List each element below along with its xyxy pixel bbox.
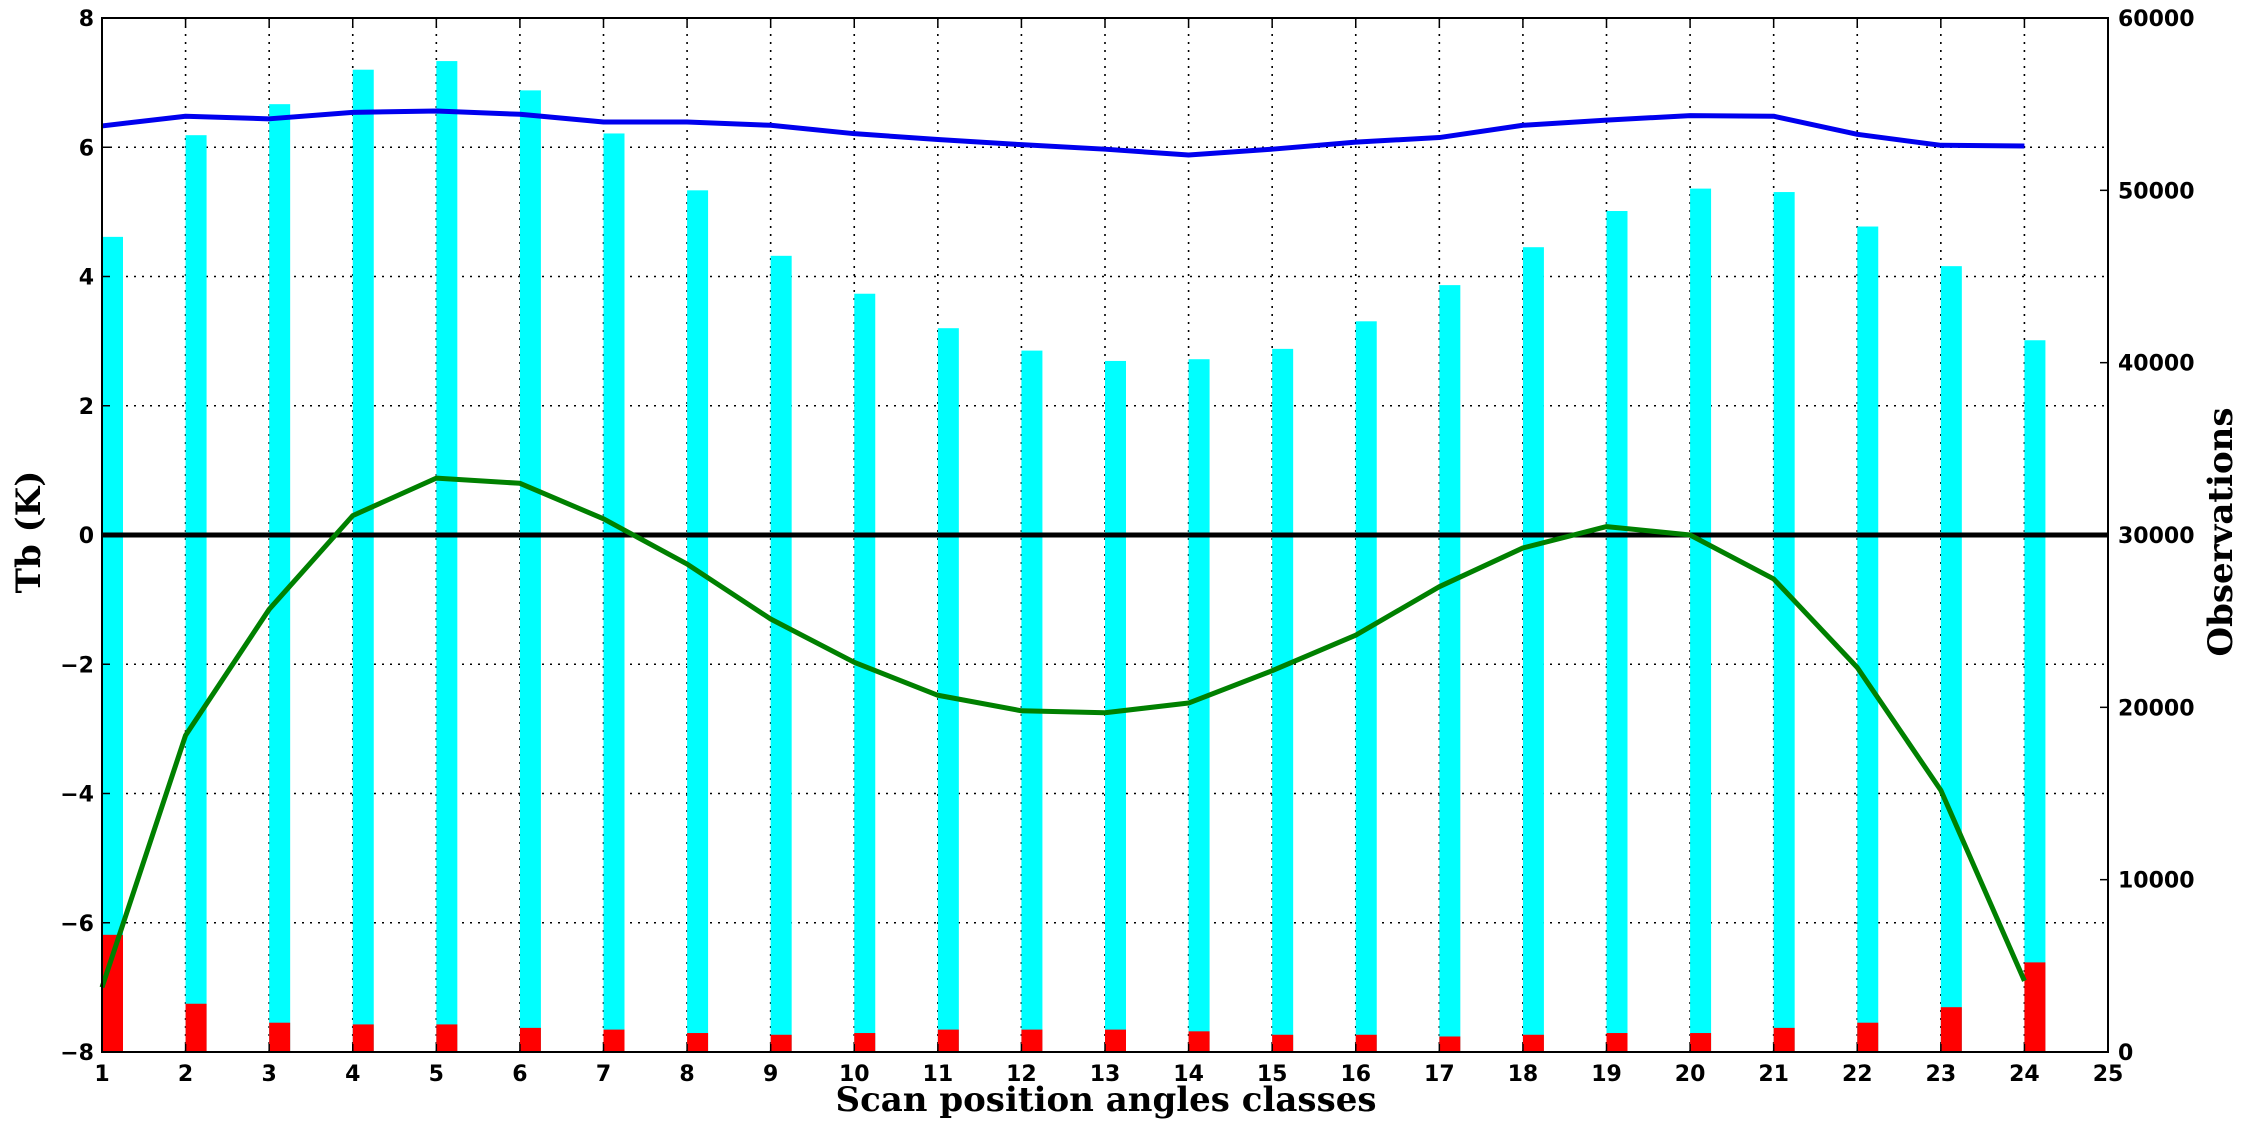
observations-bar [770,255,792,1052]
observations-overlay-bar [436,1024,458,1052]
observations-bar [352,69,374,1052]
observations-bar [1439,285,1461,1052]
ticks-layer: 1 2 3 4 5 6 7 8 9 10 11 12 13 14 15 16 17 18 19 20 21 22 23 24 2… [60,7,2194,1087]
x-tick-label: 17 [1424,1062,1455,1087]
y-tick-label: 4 [79,266,94,291]
x-tick-label: 25 [2093,1062,2124,1087]
y-tick-label: 6 [79,136,94,161]
observations-bar [687,190,709,1053]
x-tick-label: 20 [1675,1062,1706,1087]
x-tick-label: 6 [512,1062,527,1087]
observations-bar [1021,350,1043,1052]
observations-bar [1355,321,1377,1053]
observations-overlay-bar [1522,1034,1544,1052]
y2-tick-label: 0 [2118,1041,2133,1066]
x-tick-label: 8 [679,1062,694,1087]
x-tick-label: 7 [596,1062,611,1087]
x-tick-label: 14 [1173,1062,1204,1087]
observations-bar [1773,192,1795,1053]
observations-overlay-bar [937,1029,959,1052]
observations-overlay-bar [1690,1033,1712,1052]
lines-layer [99,108,2027,989]
observations-overlay-bar [770,1034,792,1052]
bars-layer [102,61,2046,1053]
observations-overlay-bar [687,1033,709,1052]
blue-series-line [101,108,2025,158]
observations-overlay-bar [519,1027,541,1052]
observations-bar [1940,266,1962,1052]
x-tick-label: 10 [839,1062,870,1087]
y-tick-label: −6 [60,912,94,937]
observations-bar [603,133,625,1053]
x-tick-label: 11 [923,1062,954,1087]
x-tick-label: 19 [1591,1062,1622,1087]
observations-overlay-bar [603,1029,625,1052]
observations-overlay-bar [352,1024,374,1052]
observations-bar [269,104,291,1052]
x-tick-label: 23 [1926,1062,1957,1087]
observations-overlay-bar [1105,1029,1126,1052]
y-tick-label: −2 [60,653,94,678]
observations-bar [436,61,458,1053]
x-tick-label: 24 [2009,1062,2040,1087]
x-tick-label: 3 [262,1062,277,1087]
x-tick-label: 18 [1508,1062,1539,1087]
observations-bar [854,293,876,1052]
observations-overlay-bar [269,1022,291,1052]
y-axis-label: Tb (K) [9,471,49,594]
observations-bar [519,90,541,1052]
observations-bar [1606,211,1628,1053]
x-tick-label: 13 [1090,1062,1121,1087]
y-tick-label: 2 [79,395,94,420]
y2-tick-label: 20000 [2118,696,2195,721]
observations-overlay-bar [2024,962,2046,1052]
observations-overlay-bar [1940,1007,1962,1052]
observations-overlay-bar [185,1003,207,1052]
y2-tick-label: 50000 [2118,179,2195,204]
x-tick-label: 22 [1842,1062,1873,1087]
observations-overlay-bar [1857,1022,1879,1052]
x-tick-label: 21 [1758,1062,1789,1087]
observations-overlay-bar [1355,1034,1377,1052]
observations-overlay-bar [1439,1036,1461,1052]
green-series-line [99,475,2027,989]
x-tick-label: 16 [1340,1062,1371,1087]
observations-bar [2024,340,2046,1053]
observations-bar [185,135,207,1053]
y-tick-label: −8 [60,1041,94,1066]
observations-bar [1857,226,1879,1053]
x-axis-label: Scan position angles classes [836,1080,1377,1120]
y2-tick-label: 60000 [2118,7,2195,32]
x-tick-label: 1 [94,1062,109,1087]
observations-bar [1522,247,1544,1052]
observations-bar [937,328,959,1052]
observations-overlay-bar [1021,1029,1043,1052]
y-tick-label: 8 [79,7,94,32]
y2-tick-label: 40000 [2118,352,2195,377]
y2-tick-label: 10000 [2118,869,2195,894]
observations-bar [1272,348,1294,1052]
observations-bar [102,236,123,1052]
x-tick-label: 15 [1257,1062,1288,1087]
x-tick-label: 12 [1006,1062,1037,1087]
observations-bar [1105,360,1126,1052]
x-tick-label: 2 [178,1062,193,1087]
observations-bar [1188,359,1210,1053]
x-tick-label: 4 [345,1062,360,1087]
observations-overlay-bar [1272,1034,1294,1052]
observations-overlay-bar [1773,1027,1795,1052]
y2-tick-label: 30000 [2118,524,2195,549]
observations-overlay-bar [1606,1033,1628,1052]
y-tick-label: 0 [79,524,94,549]
y-tick-label: −4 [60,783,94,808]
x-tick-label: 9 [763,1062,778,1087]
y2-axis-label: Observations [2201,407,2241,656]
x-tick-label: 5 [429,1062,444,1087]
observations-overlay-bar [854,1033,876,1052]
observations-overlay-bar [1188,1031,1210,1052]
observations-bar [1690,188,1712,1053]
